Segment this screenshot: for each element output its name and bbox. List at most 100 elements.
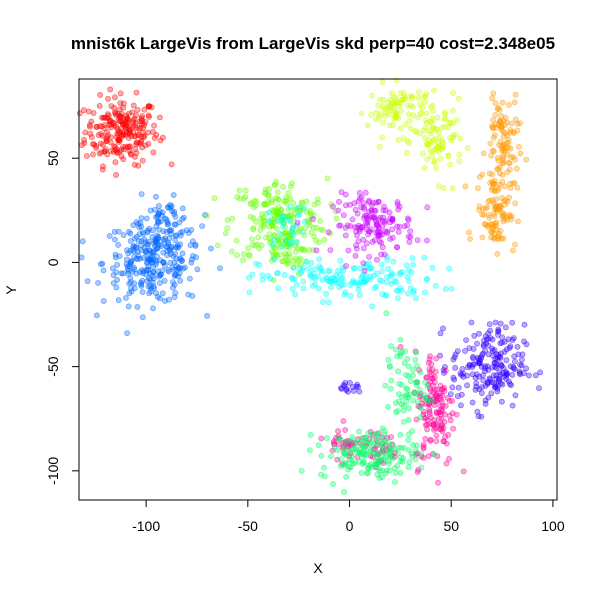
- data-point: [143, 271, 150, 278]
- data-point: [490, 90, 497, 97]
- data-point: [381, 437, 388, 444]
- data-point: [133, 112, 139, 119]
- data-point: [421, 289, 428, 296]
- data-point: [418, 451, 425, 457]
- data-point: [316, 263, 323, 270]
- data-point: [151, 135, 158, 141]
- data-point: [236, 187, 243, 194]
- x-tick-label: -50: [238, 518, 258, 534]
- data-point: [383, 292, 390, 299]
- y-axis-label: Y: [3, 285, 19, 295]
- data-point: [432, 386, 439, 393]
- data-point: [425, 453, 432, 460]
- data-point: [377, 96, 383, 103]
- data-point: [432, 135, 439, 142]
- data-point: [437, 330, 444, 337]
- data-point: [420, 408, 427, 415]
- data-point: [429, 115, 436, 122]
- data-point: [369, 238, 376, 245]
- data-point: [289, 230, 296, 237]
- data-point: [427, 353, 433, 359]
- data-point: [379, 268, 385, 275]
- data-point: [470, 355, 477, 362]
- data-point: [340, 212, 347, 219]
- data-point: [417, 111, 424, 117]
- data-point: [246, 274, 252, 281]
- data-point: [489, 95, 496, 102]
- data-point: [420, 445, 427, 452]
- data-point: [331, 438, 337, 445]
- data-point: [99, 166, 106, 173]
- data-point: [120, 156, 127, 163]
- data-point: [355, 280, 362, 287]
- data-point: [489, 226, 496, 232]
- data-point: [138, 137, 145, 144]
- data-point: [240, 257, 246, 264]
- data-point: [455, 95, 462, 102]
- data-point: [316, 239, 322, 246]
- data-point: [131, 280, 138, 287]
- data-point: [503, 370, 510, 377]
- data-point: [177, 256, 184, 262]
- data-point: [300, 278, 307, 285]
- data-point: [387, 385, 394, 392]
- data-point: [336, 284, 343, 291]
- data-point: [351, 200, 358, 207]
- data-point: [103, 136, 110, 142]
- data-point: [407, 378, 414, 384]
- data-point: [417, 101, 424, 108]
- data-point: [367, 276, 374, 283]
- data-point: [397, 431, 404, 438]
- data-point: [489, 171, 496, 178]
- data-point: [147, 282, 154, 289]
- data-point: [504, 198, 511, 205]
- data-point: [401, 93, 408, 100]
- data-point: [82, 129, 89, 136]
- data-point: [366, 199, 372, 206]
- data-point: [341, 488, 347, 495]
- data-point: [368, 207, 375, 214]
- data-point: [288, 274, 295, 281]
- data-point: [521, 338, 527, 345]
- data-point: [498, 123, 505, 130]
- data-point: [115, 241, 121, 248]
- data-point: [431, 87, 437, 94]
- data-point: [341, 444, 347, 451]
- data-point: [403, 385, 410, 392]
- data-point: [150, 149, 157, 156]
- data-point: [311, 266, 318, 272]
- data-point: [348, 449, 355, 456]
- data-point: [233, 237, 240, 244]
- data-point: [374, 449, 380, 455]
- data-point: [311, 201, 318, 208]
- data-point: [517, 371, 524, 378]
- data-point: [469, 364, 476, 370]
- data-point: [89, 134, 95, 141]
- data-point: [503, 140, 510, 147]
- data-point: [499, 334, 505, 341]
- y-axis: -100 -50 0 50: [45, 150, 80, 485]
- data-point: [147, 247, 154, 254]
- data-point: [497, 361, 504, 368]
- data-point: [379, 474, 385, 480]
- data-point: [369, 303, 376, 310]
- data-point: [490, 352, 497, 359]
- data-point: [154, 245, 161, 252]
- data-point: [112, 236, 118, 243]
- data-point: [428, 104, 434, 110]
- data-point: [277, 251, 283, 258]
- data-point: [345, 247, 352, 254]
- data-point: [380, 460, 387, 466]
- data-point: [441, 109, 448, 116]
- data-point: [457, 135, 464, 142]
- data-point: [380, 119, 386, 126]
- data-point: [393, 278, 400, 285]
- data-point: [438, 416, 445, 422]
- data-point: [497, 227, 504, 234]
- data-point: [109, 265, 116, 272]
- data-point: [139, 157, 146, 164]
- data-point: [150, 283, 157, 290]
- data-point: [175, 273, 181, 280]
- data-point: [297, 270, 304, 277]
- data-point: [426, 406, 433, 413]
